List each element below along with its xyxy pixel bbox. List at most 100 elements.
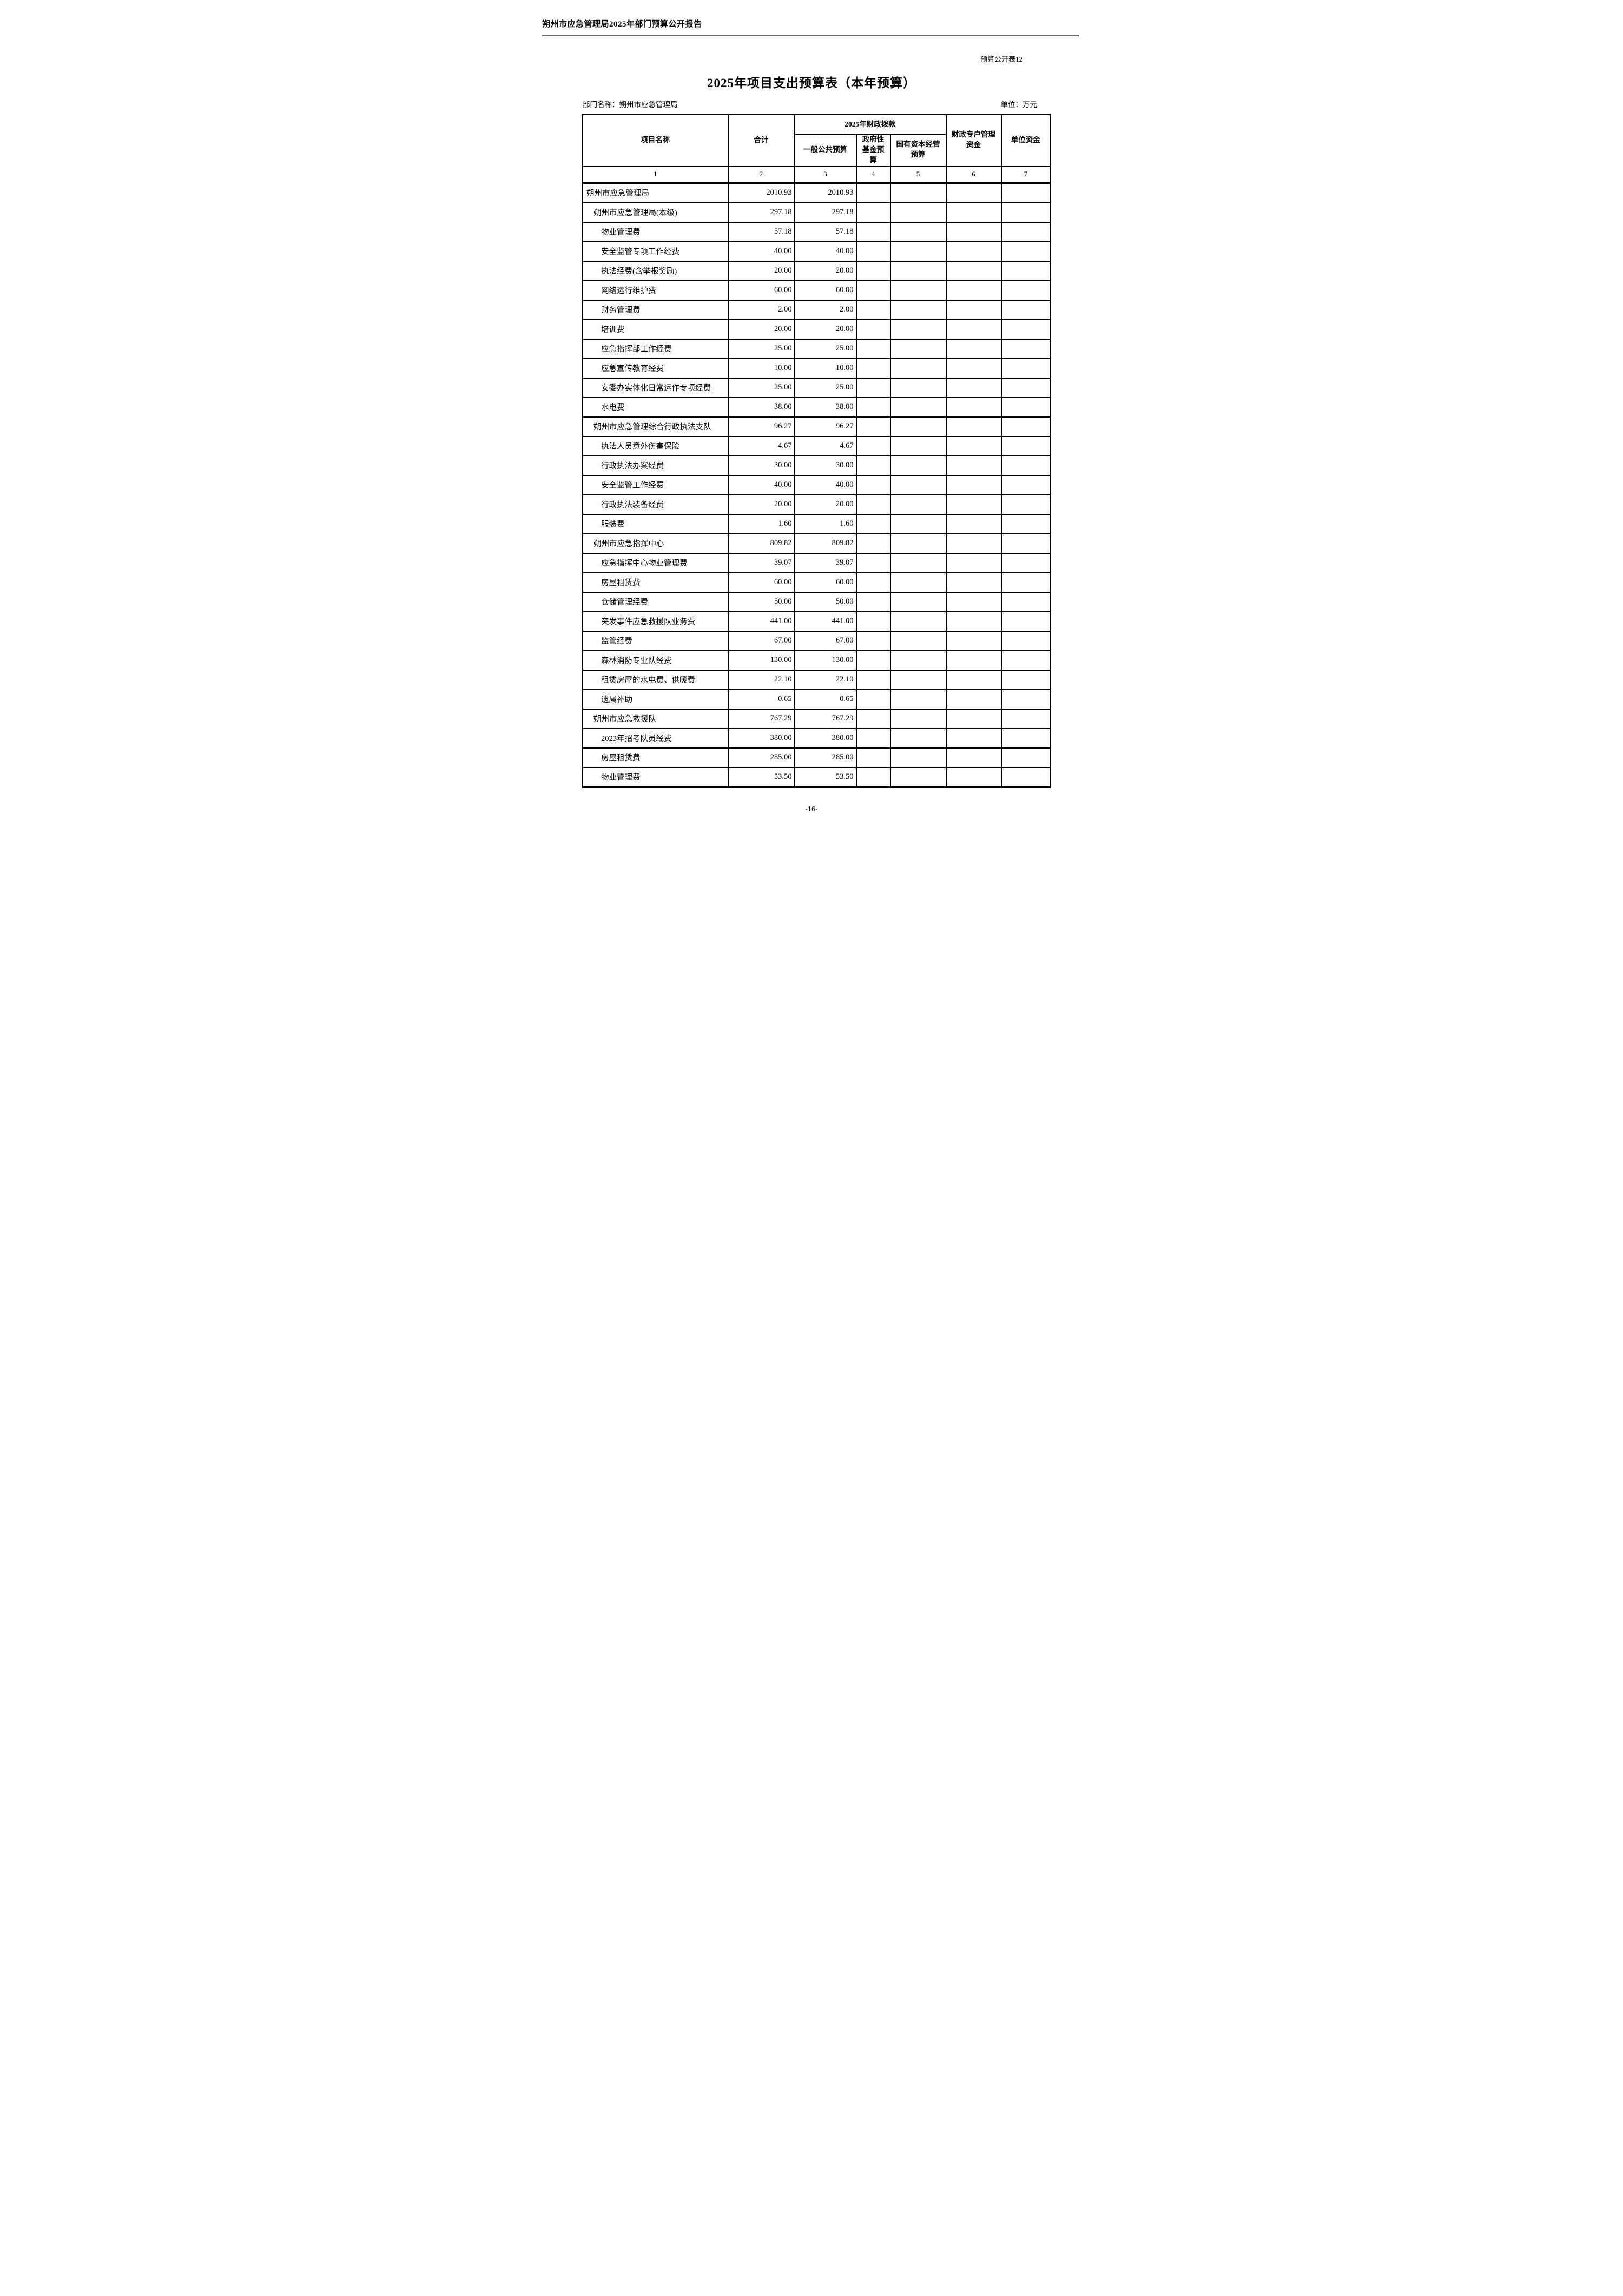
- cell-gov-fund-budget: [855, 260, 891, 281]
- cell-general-public-budget: 130.00: [794, 650, 857, 671]
- cell-unit-funds: [1000, 260, 1051, 281]
- cell-state-capital-budget: [889, 338, 947, 359]
- cell-project-name: 朔州市应急救援队: [582, 708, 729, 729]
- cell-fiscal-account-funds: [945, 572, 1002, 593]
- cell-fiscal-account-funds: [945, 435, 1002, 456]
- table-row: 安委办实体化日常运作专项经费 25.00 25.00: [582, 377, 1051, 398]
- column-index-cell: 7: [1000, 165, 1051, 184]
- cell-general-public-budget: 96.27: [794, 416, 857, 437]
- cell-gov-fund-budget: [855, 611, 891, 632]
- cell-project-name: 安全监管专项工作经费: [582, 241, 729, 262]
- cell-general-public-budget: 25.00: [794, 338, 857, 359]
- table-row: 房屋租赁费 60.00 60.00: [582, 572, 1051, 593]
- cell-state-capital-budget: [889, 591, 947, 612]
- cell-project-name: 应急指挥中心物业管理费: [582, 552, 729, 573]
- cell-project-name: 监管经费: [582, 630, 729, 651]
- cell-unit-funds: [1000, 513, 1051, 534]
- cell-unit-funds: [1000, 241, 1051, 262]
- cell-unit-funds: [1000, 766, 1051, 788]
- cell-total: 441.00: [727, 611, 795, 632]
- cell-state-capital-budget: [889, 474, 947, 495]
- cell-project-name: 房屋租赁费: [582, 572, 729, 593]
- cell-fiscal-account-funds: [945, 474, 1002, 495]
- header-row-sub: 一般公共预算 政府性基金预算 国有资本经营预算: [583, 134, 1051, 167]
- col-header-general-public-budget: 一般公共预算: [794, 134, 857, 167]
- cell-state-capital-budget: [889, 319, 947, 340]
- cell-total: 60.00: [727, 572, 795, 593]
- cell-gov-fund-budget: [855, 319, 891, 340]
- cell-state-capital-budget: [889, 727, 947, 749]
- cell-state-capital-budget: [889, 552, 947, 573]
- cell-project-name: 朔州市应急管理综合行政执法支队: [582, 416, 729, 437]
- column-index-cell: 5: [889, 165, 947, 184]
- department-name-label: 部门名称：朔州市应急管理局: [583, 101, 678, 109]
- cell-fiscal-account-funds: [945, 416, 1002, 437]
- cell-state-capital-budget: [889, 280, 947, 301]
- cell-general-public-budget: 4.67: [794, 435, 857, 456]
- column-index-cell: 2: [727, 165, 795, 184]
- cell-state-capital-budget: [889, 358, 947, 379]
- cell-general-public-budget: 67.00: [794, 630, 857, 651]
- cell-state-capital-budget: [889, 766, 947, 788]
- cell-unit-funds: [1000, 280, 1051, 301]
- cell-state-capital-budget: [889, 494, 947, 515]
- cell-fiscal-account-funds: [945, 513, 1002, 534]
- cell-gov-fund-budget: [855, 299, 891, 320]
- cell-project-name: 房屋租赁费: [582, 747, 729, 768]
- table-row: 遗属补助 0.65 0.65: [582, 689, 1051, 710]
- cell-general-public-budget: 297.18: [794, 202, 857, 223]
- column-index-cell: 1: [582, 165, 729, 184]
- cell-state-capital-budget: [889, 435, 947, 456]
- cell-total: 67.00: [727, 630, 795, 651]
- cell-fiscal-account-funds: [945, 377, 1002, 398]
- cell-total: 297.18: [727, 202, 795, 223]
- cell-unit-funds: [1000, 358, 1051, 379]
- cell-general-public-budget: 809.82: [794, 533, 857, 554]
- column-index-cell: 4: [855, 165, 891, 184]
- cell-unit-funds: [1000, 221, 1051, 242]
- table-row: 应急宣传教育经费 10.00 10.00: [582, 358, 1051, 379]
- cell-general-public-budget: 57.18: [794, 221, 857, 242]
- table-row: 服装费 1.60 1.60: [582, 513, 1051, 534]
- page-number: -16-: [805, 805, 818, 813]
- cell-gov-fund-budget: [855, 747, 891, 768]
- cell-total: 40.00: [727, 474, 795, 495]
- cell-unit-funds: [1000, 299, 1051, 320]
- cell-state-capital-budget: [889, 416, 947, 437]
- cell-gov-fund-budget: [855, 591, 891, 612]
- cell-total: 809.82: [727, 533, 795, 554]
- cell-project-name: 网络运行维护费: [582, 280, 729, 301]
- table-row: 2023年招考队员经费 380.00 380.00: [582, 727, 1051, 749]
- cell-fiscal-account-funds: [945, 766, 1002, 788]
- table-row: 租赁房屋的水电费、供暖费 22.10 22.10: [582, 669, 1051, 690]
- cell-state-capital-budget: [889, 182, 947, 203]
- table-row: 朔州市应急管理综合行政执法支队 96.27 96.27: [582, 416, 1051, 437]
- cell-gov-fund-budget: [855, 455, 891, 476]
- cell-fiscal-account-funds: [945, 338, 1002, 359]
- cell-project-name: 2023年招考队员经费: [582, 727, 729, 749]
- cell-total: 20.00: [727, 494, 795, 515]
- cell-unit-funds: [1000, 396, 1051, 418]
- cell-project-name: 物业管理费: [582, 221, 729, 242]
- cell-general-public-budget: 25.00: [794, 377, 857, 398]
- cell-gov-fund-budget: [855, 572, 891, 593]
- cell-project-name: 行政执法办案经费: [582, 455, 729, 476]
- cell-total: 1.60: [727, 513, 795, 534]
- cell-fiscal-account-funds: [945, 611, 1002, 632]
- cell-unit-funds: [1000, 455, 1051, 476]
- cell-gov-fund-budget: [855, 396, 891, 418]
- cell-unit-funds: [1000, 669, 1051, 690]
- cell-gov-fund-budget: [855, 338, 891, 359]
- cell-unit-funds: [1000, 377, 1051, 398]
- table-row: 安全监管工作经费 40.00 40.00: [582, 474, 1051, 495]
- cell-gov-fund-budget: [855, 435, 891, 456]
- cell-total: 0.65: [727, 689, 795, 710]
- cell-unit-funds: [1000, 591, 1051, 612]
- cell-unit-funds: [1000, 572, 1051, 593]
- cell-general-public-budget: 53.50: [794, 766, 857, 788]
- cell-project-name: 物业管理费: [582, 766, 729, 788]
- cell-total: 20.00: [727, 319, 795, 340]
- cell-total: 57.18: [727, 221, 795, 242]
- cell-total: 4.67: [727, 435, 795, 456]
- cell-unit-funds: [1000, 202, 1051, 223]
